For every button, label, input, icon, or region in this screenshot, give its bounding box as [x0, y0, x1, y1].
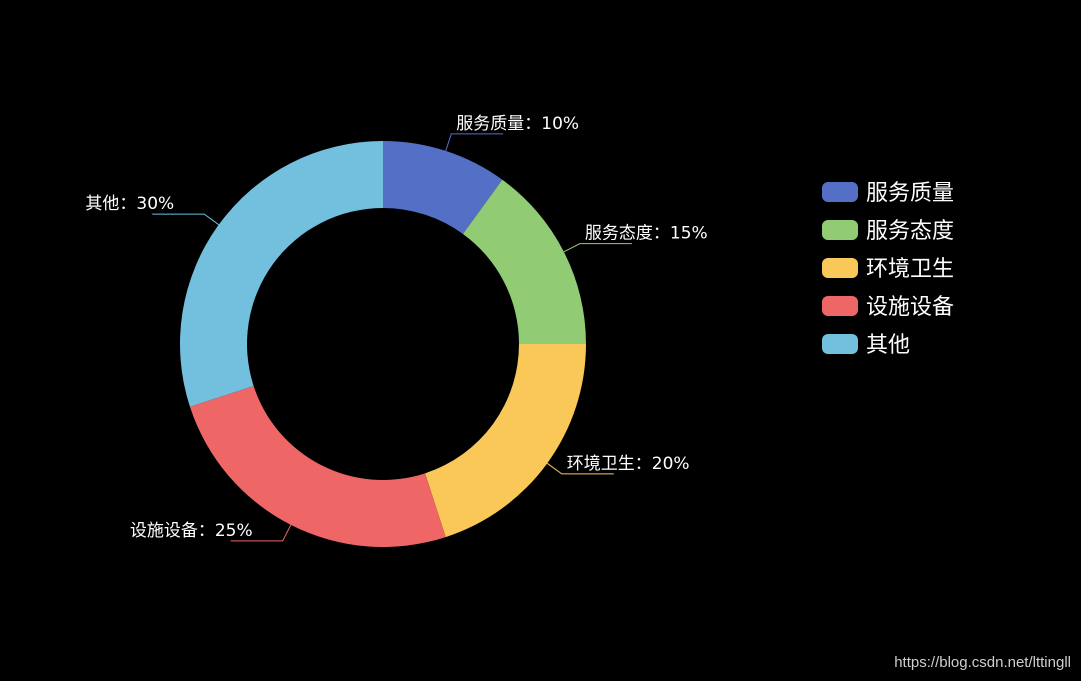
slice-5-label: 其他：30% — [85, 194, 174, 214]
legend-swatch-3 — [822, 258, 858, 278]
legend-item-3[interactable]: 环境卫生 — [822, 257, 954, 282]
legend-swatch-1 — [822, 182, 858, 202]
slice-3-leader-line — [546, 462, 614, 475]
slice-5-arc[interactable] — [180, 141, 383, 407]
slice-2-arc[interactable] — [462, 179, 586, 344]
slice-1-leader-line — [445, 133, 504, 152]
legend-label-1: 服务质量 — [866, 181, 954, 206]
label-leader-lines — [152, 133, 632, 542]
slice-4-label: 设施设备：25% — [130, 521, 253, 541]
legend-label-4: 设施设备 — [866, 295, 954, 320]
slice-5-leader-line — [152, 213, 220, 226]
slice-4-leader-line — [230, 524, 292, 542]
legend-swatch-5 — [822, 334, 858, 354]
legend-item-4[interactable]: 设施设备 — [822, 295, 954, 320]
legend-swatch-4 — [822, 296, 858, 316]
slice-2-leader-line — [563, 243, 632, 253]
slice-1-label: 服务质量：10% — [456, 114, 579, 134]
slice-3-label: 环境卫生：20% — [567, 454, 690, 474]
legend-swatch-2 — [822, 220, 858, 240]
legend-item-1[interactable]: 服务质量 — [822, 181, 954, 206]
legend-label-5: 其他 — [866, 333, 910, 358]
slice-3-arc[interactable] — [425, 344, 586, 538]
legend-item-2[interactable]: 服务态度 — [822, 219, 954, 244]
legend-label-3: 环境卫生 — [866, 257, 954, 282]
slice-1-arc[interactable] — [383, 141, 503, 234]
slice-2-label: 服务态度：15% — [585, 224, 708, 244]
slice-labels: 服务质量：10% 服务态度：15% 环境卫生：20% 设施设备：25% 其他：30% — [85, 114, 707, 541]
legend-item-5[interactable]: 其他 — [822, 333, 910, 358]
slice-4-arc[interactable] — [189, 386, 446, 547]
legend-label-2: 服务态度 — [866, 219, 954, 244]
donut-slices — [180, 141, 586, 547]
watermark: https://blog.csdn.net/lttingll — [894, 654, 1071, 671]
